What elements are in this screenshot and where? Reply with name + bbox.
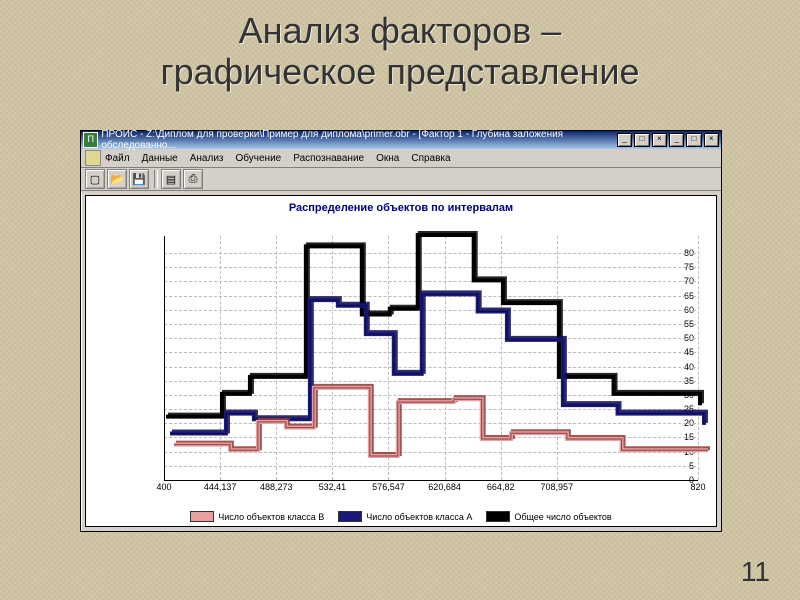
chart-area: Распределение объектов по интервалам 051… xyxy=(85,195,717,527)
menu-item[interactable]: Окна xyxy=(376,153,399,164)
menu-item[interactable]: Данные xyxy=(142,153,178,164)
legend-item: Число объектов класса А xyxy=(338,511,472,522)
report-button[interactable]: ▤ xyxy=(161,169,181,189)
page-number: 11 xyxy=(741,556,770,588)
save-button[interactable]: 💾 xyxy=(129,169,149,189)
slide: Анализ факторов – графическое представле… xyxy=(0,0,800,600)
print-button[interactable]: ⎙ xyxy=(183,169,203,189)
child-close-button[interactable]: × xyxy=(704,133,719,147)
slide-title: Анализ факторов – графическое представле… xyxy=(0,0,800,93)
legend-swatch xyxy=(486,511,510,522)
chart-title: Распределение объектов по интервалам xyxy=(86,202,716,214)
window-title: ПРОИС - Z:\Диплом для проверки\Пример дл… xyxy=(101,129,615,151)
series xyxy=(170,292,706,433)
legend-label: Число объектов класса В xyxy=(218,512,324,522)
new-button[interactable]: ▢ xyxy=(85,169,105,189)
legend-swatch xyxy=(338,511,362,522)
series xyxy=(166,233,702,417)
legend: Число объектов класса В Число объектов кл… xyxy=(86,511,716,522)
menu-item[interactable]: Справка xyxy=(411,153,450,164)
menu-item[interactable]: Файл xyxy=(105,153,130,164)
title-line-1: Анализ факторов – xyxy=(239,10,562,51)
toolbar: ▢📂💾 ▤⎙ xyxy=(81,168,721,191)
legend-item: Число объектов класса В xyxy=(190,511,324,522)
open-button[interactable]: 📂 xyxy=(107,169,127,189)
app-window: П ПРОИС - Z:\Диплом для проверки\Пример … xyxy=(80,130,722,532)
close-button[interactable]: × xyxy=(652,133,667,147)
doc-icon xyxy=(85,150,101,166)
menu-item[interactable]: Распознавание xyxy=(293,153,364,164)
legend-swatch xyxy=(190,511,214,522)
child-minimize-button[interactable]: _ xyxy=(669,133,684,147)
menu-bar: Файл Данные Анализ Обучение Распознавание Окн… xyxy=(81,149,721,168)
app-icon: П xyxy=(83,132,98,148)
menu-item[interactable]: Анализ xyxy=(190,153,224,164)
maximize-button[interactable]: □ xyxy=(634,133,649,147)
chart-svg xyxy=(136,236,708,486)
title-line-2: графическое представление xyxy=(160,51,639,92)
legend-item: Общее число объектов xyxy=(486,511,611,522)
plot-region: 05101520253035404550556065707580400444,1… xyxy=(136,236,696,480)
title-bar[interactable]: П ПРОИС - Z:\Диплом для проверки\Пример … xyxy=(81,131,721,149)
legend-label: Число объектов класса А xyxy=(366,512,472,522)
legend-label: Общее число объектов xyxy=(514,512,611,522)
menu-item[interactable]: Обучение xyxy=(236,153,282,164)
child-maximize-button[interactable]: □ xyxy=(686,133,701,147)
minimize-button[interactable]: _ xyxy=(617,133,632,147)
